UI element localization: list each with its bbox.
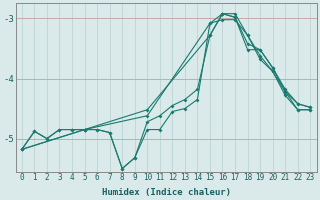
- X-axis label: Humidex (Indice chaleur): Humidex (Indice chaleur): [101, 188, 231, 197]
